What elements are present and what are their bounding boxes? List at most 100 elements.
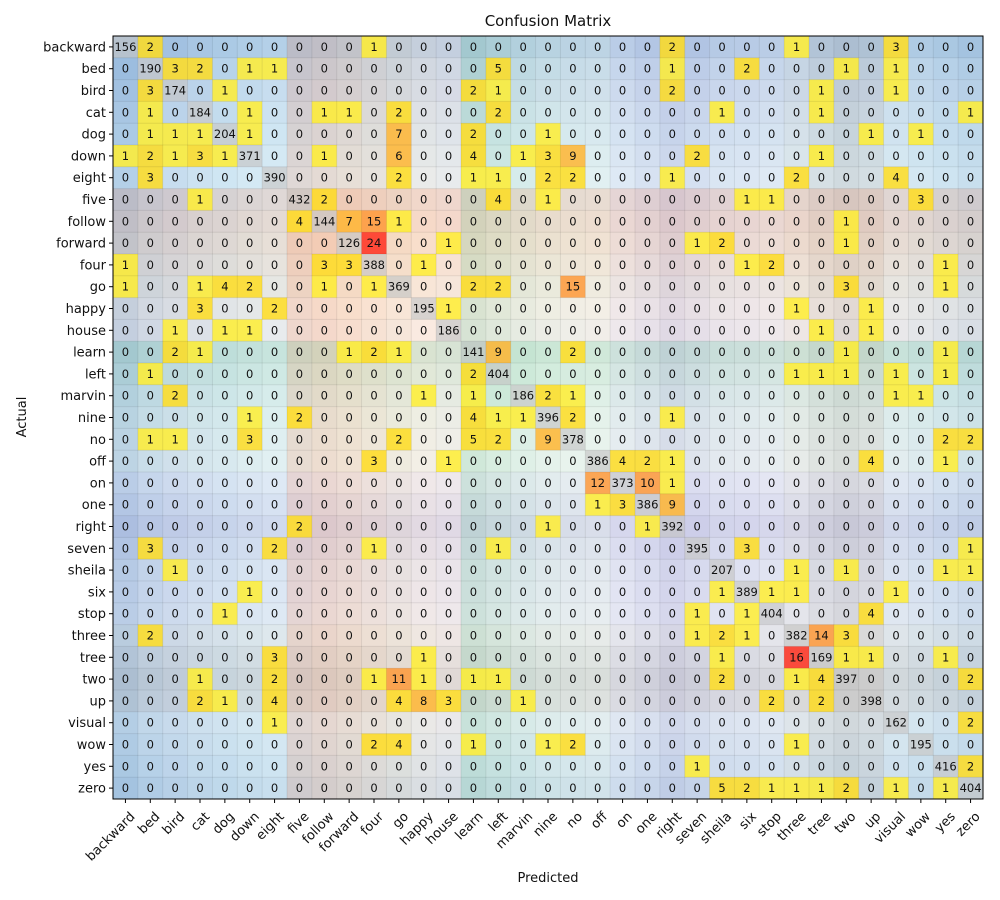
cell-value-label: 0 — [843, 40, 850, 54]
heatmap-cell — [436, 123, 462, 146]
heatmap-cell — [883, 341, 909, 364]
heatmap-cell — [162, 711, 188, 734]
heatmap-cell — [759, 36, 785, 59]
cell-value-label: 0 — [594, 607, 601, 621]
cell-value-label: 398 — [860, 694, 882, 708]
cell-value-label: 0 — [445, 476, 452, 490]
heatmap-cell — [883, 428, 909, 451]
heatmap-cell — [958, 384, 984, 407]
heatmap-cell — [684, 57, 710, 80]
cell-value-label: 0 — [693, 650, 700, 664]
heatmap-cell — [336, 602, 362, 625]
heatmap-cell — [635, 123, 661, 146]
cell-value-label: 0 — [345, 498, 352, 512]
heatmap-cell — [262, 210, 288, 233]
heatmap-cell — [833, 297, 860, 320]
cell-value-label: 0 — [470, 476, 477, 490]
heatmap-cell — [386, 646, 412, 669]
heatmap-cell — [311, 581, 338, 604]
heatmap-cell — [212, 472, 238, 495]
heatmap-cell — [113, 188, 139, 211]
heatmap-cell — [485, 406, 512, 429]
cell-value-label: 0 — [445, 563, 452, 577]
cell-value-label: 2 — [271, 302, 278, 316]
heatmap-cell — [958, 690, 984, 713]
heatmap-cell — [485, 188, 512, 211]
heatmap-cell — [908, 363, 934, 386]
heatmap-cell — [485, 493, 512, 516]
heatmap-cell — [262, 384, 288, 407]
heatmap-cell — [510, 493, 536, 516]
heatmap-cell — [411, 232, 437, 255]
heatmap-cell — [361, 646, 387, 669]
cell-value-label: 0 — [122, 62, 129, 76]
heatmap-cell — [287, 123, 313, 146]
heatmap-cell — [336, 363, 362, 386]
heatmap-cell — [461, 384, 487, 407]
heatmap-cell — [311, 384, 338, 407]
heatmap-cell — [610, 166, 636, 189]
cell-value-label: 1 — [917, 127, 924, 141]
heatmap-cell — [510, 188, 536, 211]
heatmap-cell — [162, 36, 188, 59]
heatmap-cell — [485, 101, 512, 124]
heatmap-cell — [759, 559, 785, 582]
cell-value-label: 0 — [345, 585, 352, 599]
cell-value-label: 0 — [470, 302, 477, 316]
cell-value-label: 0 — [793, 432, 800, 446]
heatmap-cell — [858, 101, 884, 124]
heatmap-cell — [958, 559, 984, 582]
heatmap-cell — [883, 406, 909, 429]
y-tick-label: happy — [66, 302, 107, 317]
cell-value-label: 0 — [793, 411, 800, 425]
cell-value-label: 0 — [594, 520, 601, 534]
heatmap-cell — [833, 690, 860, 713]
heatmap-cell — [908, 777, 934, 800]
heatmap-cell — [137, 428, 164, 451]
heatmap-cell — [535, 624, 561, 647]
heatmap-cell — [187, 319, 213, 342]
heatmap-cell — [933, 254, 959, 277]
heatmap-cell — [262, 755, 288, 778]
cell-value-label: 0 — [196, 759, 203, 773]
cell-value-label: 0 — [718, 258, 725, 272]
cell-value-label: 0 — [445, 781, 452, 795]
cell-value-label: 0 — [171, 454, 178, 468]
cell-value-label: 386 — [587, 454, 609, 468]
cell-value-label: 0 — [619, 193, 626, 207]
cell-value-label: 0 — [917, 650, 924, 664]
cell-value-label: 0 — [370, 520, 377, 534]
cell-value-label: 0 — [569, 62, 576, 76]
heatmap-cell — [908, 166, 934, 189]
heatmap-cell — [361, 624, 387, 647]
heatmap-cell — [212, 406, 238, 429]
cell-value-label: 2 — [718, 236, 725, 250]
cell-value-label: 0 — [147, 411, 154, 425]
heatmap-cell — [485, 602, 512, 625]
heatmap-cell — [336, 101, 362, 124]
heatmap-cell — [510, 668, 536, 691]
heatmap-cell — [833, 363, 860, 386]
heatmap-cell — [610, 755, 636, 778]
heatmap-cell — [809, 472, 835, 495]
cell-value-label: 0 — [246, 345, 253, 359]
heatmap-cell — [883, 493, 909, 516]
cell-value-label: 0 — [619, 607, 626, 621]
cell-value-label: 0 — [892, 258, 899, 272]
cell-value-label: 0 — [644, 258, 651, 272]
cell-value-label: 0 — [171, 694, 178, 708]
cell-value-label: 0 — [296, 62, 303, 76]
heatmap-cell — [237, 297, 263, 320]
cell-value-label: 4 — [470, 411, 477, 425]
heatmap-cell — [833, 319, 860, 342]
heatmap-cell — [709, 145, 735, 168]
cell-value-label: 0 — [718, 84, 725, 98]
cell-value-label: 0 — [693, 84, 700, 98]
heatmap-cell — [784, 188, 810, 211]
cell-value-label: 0 — [818, 454, 825, 468]
heatmap-cell — [635, 602, 661, 625]
cell-value-label: 0 — [569, 214, 576, 228]
cell-value-label: 0 — [867, 258, 874, 272]
heatmap-cell — [585, 384, 611, 407]
heatmap-cell — [336, 210, 362, 233]
